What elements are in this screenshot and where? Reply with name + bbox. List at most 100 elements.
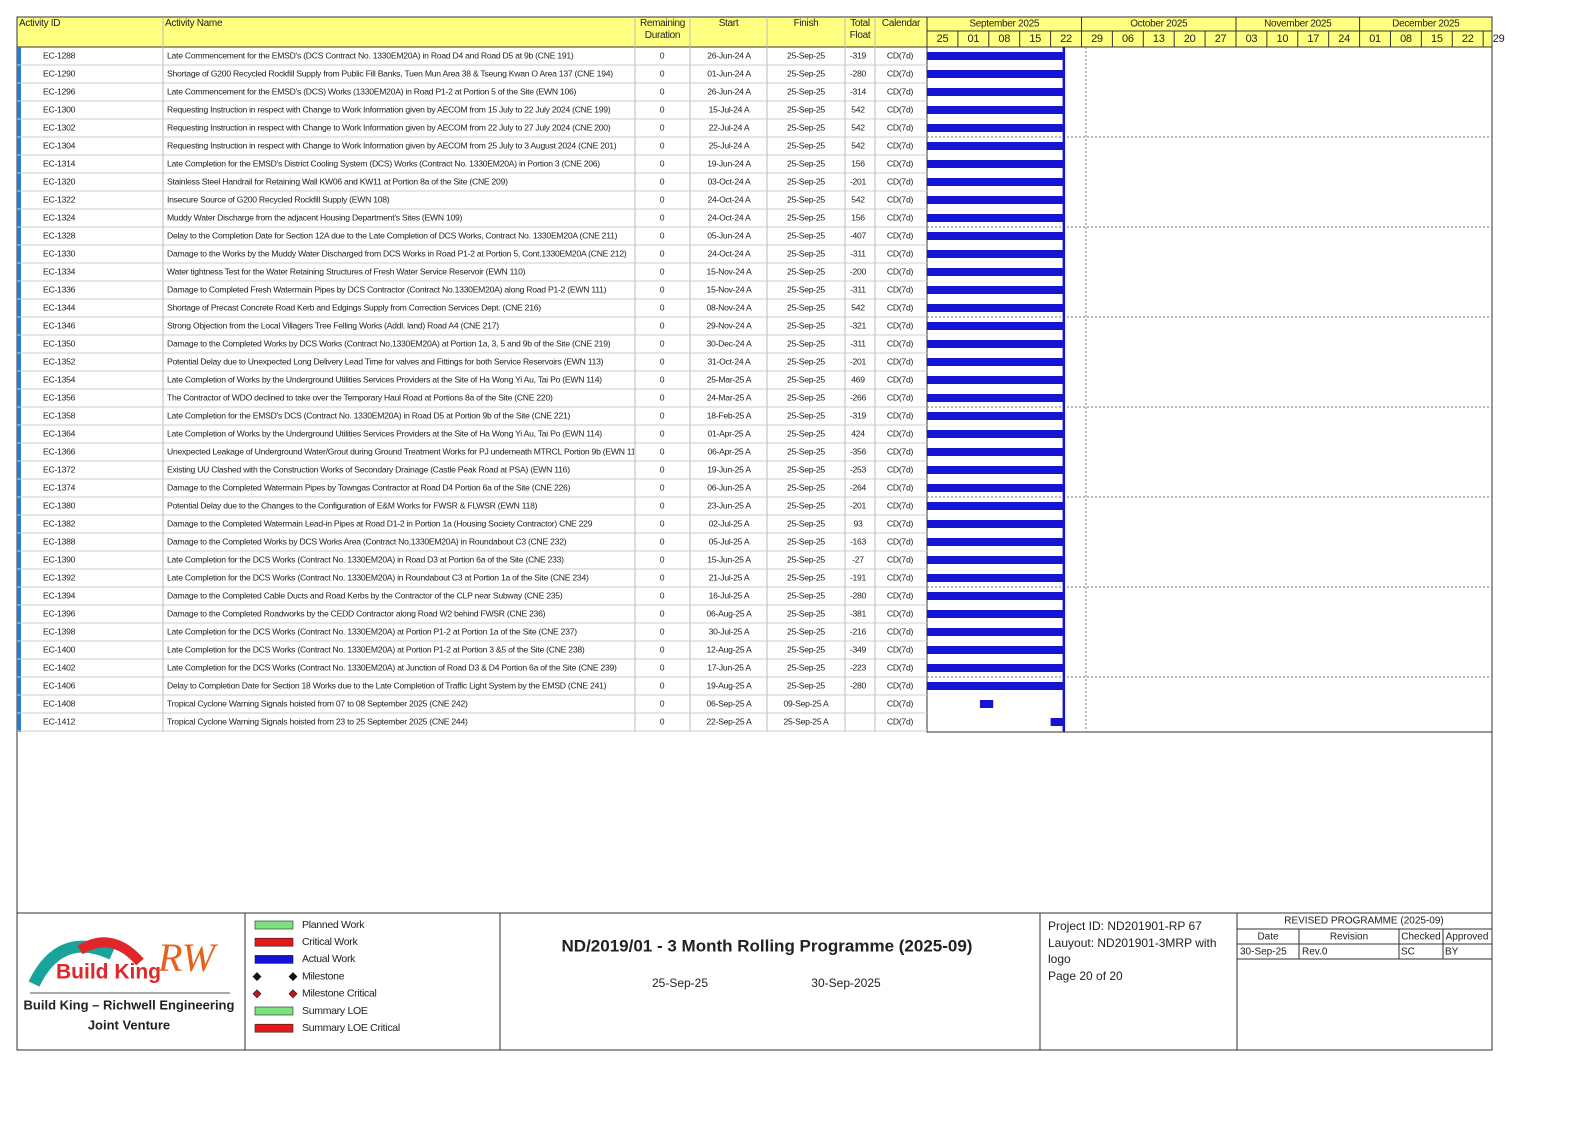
cell: 542 bbox=[851, 194, 865, 204]
cell: CD(7d) bbox=[887, 626, 914, 636]
actual-bar bbox=[927, 484, 1064, 492]
cell: -311 bbox=[850, 284, 866, 294]
cell: CD(7d) bbox=[887, 302, 914, 312]
cell: EC-1352 bbox=[43, 356, 76, 366]
legend-swatch bbox=[254, 920, 294, 930]
logo-mark: RW bbox=[157, 935, 219, 980]
cell: CD(7d) bbox=[887, 680, 914, 690]
legend-label: Actual Work bbox=[302, 953, 356, 965]
cell: 25-Sep-25 bbox=[787, 626, 825, 636]
cell: EC-1314 bbox=[43, 158, 76, 168]
cell: CD(7d) bbox=[887, 104, 914, 114]
cell: CD(7d) bbox=[887, 86, 914, 96]
cell: 05-Jul-25 A bbox=[709, 536, 750, 546]
cell: 0 bbox=[660, 302, 665, 312]
cell: 19-Jun-24 A bbox=[707, 158, 751, 168]
cell: 31-Oct-24 A bbox=[707, 356, 751, 366]
cell: 25-Sep-25 bbox=[787, 518, 825, 528]
legend-milestone bbox=[252, 989, 262, 999]
cell: -216 bbox=[850, 626, 867, 636]
cell: EC-1364 bbox=[43, 428, 76, 438]
cell: CD(7d) bbox=[887, 248, 914, 258]
cell: Shortage of G200 Recycled Rockfill Suppl… bbox=[167, 68, 613, 78]
cell: CD(7d) bbox=[887, 230, 914, 240]
cell: 25-Jul-24 A bbox=[709, 140, 750, 150]
column-header: Activity ID bbox=[19, 18, 61, 29]
cell: -27 bbox=[852, 554, 864, 564]
cell: 25-Sep-25 bbox=[787, 338, 825, 348]
cell: 12-Aug-25 A bbox=[706, 644, 752, 654]
cell: CD(7d) bbox=[887, 410, 914, 420]
week-label: 29 bbox=[1493, 33, 1505, 45]
cell: CD(7d) bbox=[887, 140, 914, 150]
cell: 25-Sep-25 bbox=[787, 302, 825, 312]
cell: 25-Sep-25 bbox=[787, 320, 825, 330]
cell: -319 bbox=[850, 410, 867, 420]
cell: -163 bbox=[850, 536, 867, 546]
actual-bar bbox=[927, 376, 1064, 384]
cell: 25-Sep-25 bbox=[787, 554, 825, 564]
cell: EC-1304 bbox=[43, 140, 76, 150]
cell: -200 bbox=[850, 266, 867, 276]
cell: Late Completion for the DCS Works (Contr… bbox=[167, 626, 577, 636]
legend-label: Summary LOE Critical bbox=[302, 1022, 400, 1034]
actual-bar bbox=[927, 196, 1064, 204]
actual-bar bbox=[927, 610, 1064, 618]
cell: 0 bbox=[660, 50, 665, 60]
cell: 0 bbox=[660, 698, 665, 708]
column-header: Start bbox=[718, 18, 739, 29]
actual-bar bbox=[927, 160, 1064, 168]
cell: CD(7d) bbox=[887, 482, 914, 492]
cell: Late Completion of Works by the Undergro… bbox=[167, 428, 602, 438]
rev-header: Approved bbox=[1446, 932, 1489, 943]
cell: CD(7d) bbox=[887, 446, 914, 456]
cell: Late Completion of Works by the Undergro… bbox=[167, 374, 602, 384]
cell: Damage to the Completed Cable Ducts and … bbox=[167, 590, 563, 600]
cell: 0 bbox=[660, 482, 665, 492]
cell: EC-1396 bbox=[43, 608, 76, 618]
cell: 25-Sep-25 bbox=[787, 590, 825, 600]
project-line: Project ID: ND201901-RP 67 bbox=[1048, 919, 1202, 933]
column-header-box: Activity ID bbox=[19, 18, 61, 29]
cell: 0 bbox=[660, 590, 665, 600]
project-line: Page 20 of 20 bbox=[1048, 968, 1123, 983]
cell: 17-Jun-25 A bbox=[707, 662, 751, 672]
cell: 0 bbox=[660, 608, 665, 618]
cell: 25-Sep-25 bbox=[787, 158, 825, 168]
cell: CD(7d) bbox=[887, 356, 914, 366]
cell: CD(7d) bbox=[887, 590, 914, 600]
cell: 0 bbox=[660, 86, 665, 96]
legend-swatch bbox=[254, 955, 294, 964]
cell: EC-1366 bbox=[43, 446, 76, 456]
cell: CD(7d) bbox=[887, 518, 914, 528]
column-header: Calendar bbox=[881, 18, 921, 29]
cell: 542 bbox=[851, 302, 865, 312]
cell: 0 bbox=[660, 158, 665, 168]
actual-bar bbox=[927, 106, 1064, 114]
cell: -407 bbox=[850, 230, 867, 240]
cell: CD(7d) bbox=[887, 68, 914, 78]
cell: CD(7d) bbox=[887, 500, 914, 510]
programme-title: ND/2019/01 - 3 Month Rolling Programme (… bbox=[562, 936, 973, 955]
cell: Damage to Completed Fresh Watermain Pipe… bbox=[167, 284, 607, 294]
cell: CD(7d) bbox=[887, 392, 914, 402]
cell: 0 bbox=[660, 68, 665, 78]
cell: Late Completion for the DCS Works (Contr… bbox=[167, 572, 589, 582]
cell: CD(7d) bbox=[887, 554, 914, 564]
week-label: 24 bbox=[1338, 33, 1350, 45]
cell: -319 bbox=[850, 50, 867, 60]
cell: 424 bbox=[851, 428, 865, 438]
cell: 25-Sep-25 bbox=[787, 176, 825, 186]
cell: 15-Nov-24 A bbox=[706, 266, 752, 276]
cell: Existing UU Clashed with the Constructio… bbox=[167, 464, 570, 474]
cell: -201 bbox=[850, 500, 867, 510]
week-label: 20 bbox=[1184, 33, 1196, 45]
cell: 25-Sep-25 bbox=[787, 572, 825, 582]
cell: Shortage of Precast Concrete Road Kerb a… bbox=[167, 302, 541, 312]
actual-bar bbox=[927, 142, 1064, 150]
cell: 542 bbox=[851, 122, 865, 132]
week-label: 22 bbox=[1060, 33, 1072, 45]
cell: 24-Mar-25 A bbox=[707, 392, 752, 402]
actual-bar bbox=[927, 304, 1064, 312]
cell: -223 bbox=[850, 662, 867, 672]
